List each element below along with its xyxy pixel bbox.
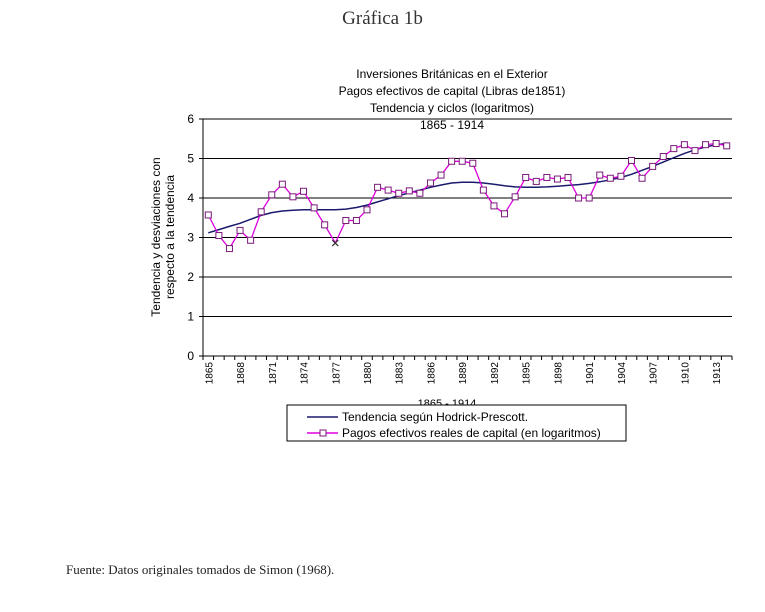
trend-line [208, 142, 727, 234]
payments-point [374, 183, 382, 191]
x-tick-label: 1913 [712, 362, 723, 385]
y-tick-label: 4 [187, 191, 194, 205]
x-tick-label: 1877 [331, 362, 342, 385]
legend-box [286, 404, 627, 442]
payments-point [511, 193, 519, 201]
x-tick-label: 1868 [236, 362, 247, 385]
y-tick-label: 3 [187, 231, 194, 245]
payments-point [575, 194, 583, 202]
series [204, 139, 731, 253]
y-tick-label: 2 [187, 270, 194, 284]
chart-title-line-1: Inversiones Británicas en el Exterior [356, 67, 547, 81]
x-marker-stroke [331, 239, 339, 247]
payments-point [670, 145, 678, 153]
grid [203, 118, 732, 317]
source-note: Fuente: Datos originales tomados de Simo… [66, 562, 335, 577]
payments-point [680, 141, 688, 149]
payments-point [606, 174, 614, 182]
x-tick-label: 1871 [268, 362, 279, 385]
payments-point [532, 177, 540, 185]
x-tick-label: 1898 [553, 362, 564, 385]
x-tick-label: 1910 [680, 362, 691, 385]
payments-point [426, 179, 434, 187]
payments-point-x-marker [331, 239, 339, 247]
x-tick-label: 1886 [426, 362, 437, 385]
payments-point [469, 159, 477, 167]
x-tick-label: 1889 [458, 362, 469, 385]
payments-point [627, 156, 635, 164]
y-axis-label-line-1: Tendencia y desviaciones con [149, 157, 163, 316]
payments-point [384, 186, 392, 194]
y-tick-label: 0 [187, 349, 194, 363]
chart-subtitle: 1865 - 1914 [420, 118, 484, 132]
legend-trend-label: Tendencia según Hodrick-Prescott. [342, 410, 528, 424]
payments-point [236, 226, 244, 234]
payments-point [215, 232, 223, 240]
y-tick-label: 1 [187, 310, 194, 324]
x-tick-label: 1865 [204, 362, 215, 385]
payments-point [448, 157, 456, 165]
payments-point [479, 186, 487, 194]
x-tick-label: 1880 [363, 362, 374, 385]
axes [199, 118, 733, 360]
legend-payments-label: Pagos efectivos reales de capital (en lo… [342, 426, 601, 440]
x-tick-label: 1904 [617, 362, 628, 385]
x-tick-label: 1892 [490, 362, 501, 385]
payments-point [543, 173, 551, 181]
payments-point [247, 236, 255, 244]
legend: Tendencia según Hodrick-Prescott. Pagos … [286, 404, 627, 442]
x-tick-label: 1907 [649, 362, 660, 385]
payments-point [585, 194, 593, 202]
payments-point [596, 171, 604, 179]
legend-payments-marker [319, 429, 327, 437]
payments-point [691, 147, 699, 155]
payments-point [342, 217, 350, 225]
payments-point [289, 193, 297, 201]
page-heading: Gráfica 1b [342, 8, 423, 29]
payments-point [278, 180, 286, 188]
payments-point [405, 187, 413, 195]
y-axis-label-line-2: respecto a la tendencia [163, 175, 177, 299]
payments-point [310, 204, 318, 212]
x-tick-label: 1883 [395, 362, 406, 385]
y-tick-label: 6 [187, 112, 194, 126]
payments-point [416, 189, 424, 197]
chart-title-line-2: Pagos efectivos de capital (Libras de185… [339, 84, 566, 98]
x-tick-labels: 1865 1868 1871 1874 1877 1880 1883 1886 1889 1892… [204, 362, 723, 385]
y-tick-labels: 0 1 2 3 4 5 6 [187, 112, 194, 363]
payments-point [300, 187, 308, 195]
payments-point [723, 142, 731, 150]
y-tick-label: 5 [187, 152, 194, 166]
payments-point [395, 189, 403, 197]
payments-point [225, 245, 233, 253]
chart-title-line-3: Tendencia y ciclos (logaritmos) [370, 101, 534, 115]
payments-point [564, 173, 572, 181]
x-tick-label: 1874 [300, 362, 311, 385]
x-tick-label: 1895 [522, 362, 533, 385]
payments-point [501, 210, 509, 218]
x-tick-label: 1901 [585, 362, 596, 385]
payments-point [638, 174, 646, 182]
payments-point [268, 191, 276, 199]
payments-point [363, 206, 371, 214]
payments-point [659, 153, 667, 161]
payments-line [207, 142, 727, 250]
payments-point [617, 172, 625, 180]
payments-point [321, 221, 329, 229]
payments-point [257, 208, 265, 216]
payments-point [522, 173, 530, 181]
payments-point [458, 157, 466, 165]
payments-point [437, 171, 445, 179]
payments-point [712, 139, 720, 147]
payments-point [352, 217, 360, 225]
payments-point [553, 175, 561, 183]
payments-point [490, 202, 498, 210]
payments-point [204, 211, 212, 219]
y-axis-label: Tendencia y desviaciones con respecto a … [149, 157, 177, 316]
payments-point [702, 141, 710, 149]
payments-point [649, 162, 657, 170]
